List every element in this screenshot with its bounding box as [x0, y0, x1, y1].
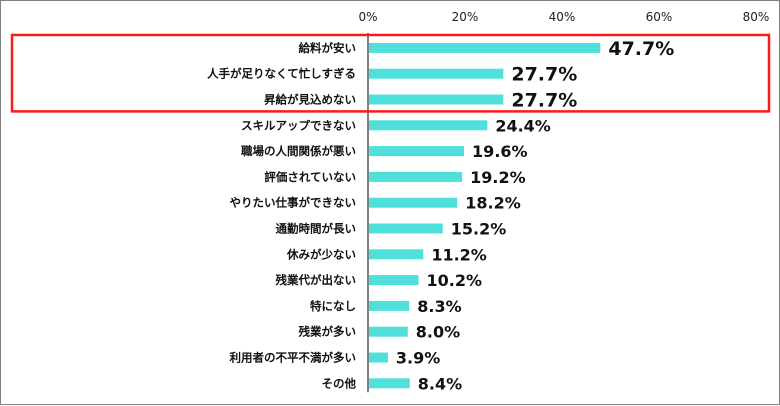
data-label: 27.7% [511, 90, 577, 112]
bar [369, 249, 424, 260]
data-label: 8.4% [418, 374, 462, 393]
category-label: 通勤時間が長い [276, 222, 357, 236]
bar [369, 197, 458, 208]
data-label: 15.2% [451, 220, 507, 239]
category-label: その他 [322, 376, 357, 390]
category-label: 残業代が出ない [276, 273, 357, 287]
category-label: 評価されていない [264, 170, 356, 184]
category-label: 残業が多い [299, 325, 357, 339]
category-label: 昇給が見込めない [264, 93, 356, 107]
data-label: 19.6% [472, 142, 528, 161]
bar [369, 352, 388, 363]
data-label: 27.7% [511, 64, 577, 86]
x-tick-label: 20% [452, 10, 479, 24]
category-label: スキルアップできない [241, 118, 356, 132]
bar [369, 120, 488, 131]
data-label: 8.0% [416, 323, 460, 342]
category-label: 職場の人間関係が悪い [241, 144, 356, 158]
bar [369, 326, 408, 337]
x-tick-label: 60% [646, 10, 673, 24]
data-label: 3.9% [396, 349, 440, 368]
category-label: 特になし [310, 299, 356, 313]
bar [369, 378, 410, 389]
category-label: 休みが少ない [286, 247, 356, 261]
category-label: 給料が安い [299, 41, 357, 55]
data-label: 47.7% [608, 38, 674, 60]
bar [369, 171, 463, 182]
bar [369, 275, 419, 286]
data-label: 18.2% [465, 194, 521, 213]
bar [369, 42, 601, 53]
bar [369, 300, 410, 311]
x-tick-label: 0% [358, 10, 377, 24]
category-label: やりたい仕事ができない [230, 196, 357, 210]
data-label: 24.4% [495, 116, 551, 135]
bar [369, 94, 504, 105]
bar [369, 223, 443, 234]
category-label: 人手が足りなくて忙しすぎる [207, 67, 356, 81]
bar [369, 68, 504, 79]
data-label: 10.2% [426, 271, 482, 290]
data-label: 11.2% [431, 245, 487, 264]
data-label: 8.3% [417, 297, 461, 316]
highlight-box [10, 33, 771, 113]
data-label: 19.2% [470, 168, 526, 187]
category-label: 利用者の不平不満が多い [229, 351, 357, 365]
bar [369, 146, 465, 157]
x-tick-label: 40% [549, 10, 576, 24]
x-tick-label: 80% [743, 10, 770, 24]
